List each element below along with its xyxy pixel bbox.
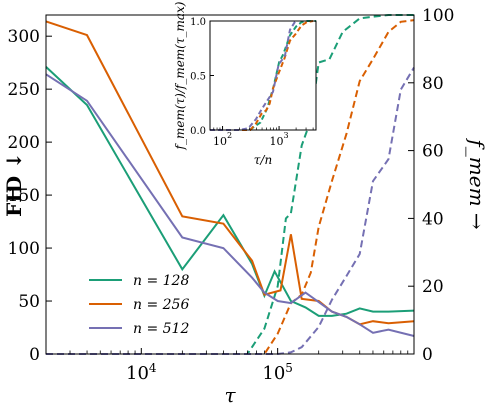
y-right-axis-title: f_mem → bbox=[465, 137, 489, 230]
inset-series-line-2 bbox=[210, 20, 297, 131]
inset-y-tick-label: 1.0 bbox=[190, 17, 206, 28]
plot-frame bbox=[45, 14, 415, 355]
inset-x-tick-label: 103 bbox=[270, 131, 289, 148]
y-left-tick-label: 100 bbox=[8, 239, 40, 259]
fid-series-line-1 bbox=[45, 20, 415, 326]
legend-label: n = 512 bbox=[133, 321, 189, 337]
inset-y-tick-label: 0.0 bbox=[190, 126, 206, 137]
legend-label: n = 256 bbox=[133, 297, 189, 313]
inset-x-tick-label-exponent: 2 bbox=[227, 131, 232, 140]
legend-label: n = 128 bbox=[133, 273, 189, 289]
inset-x-tick-label: 102 bbox=[213, 131, 232, 148]
inset-x-tick-label-exponent: 3 bbox=[284, 131, 289, 140]
main-plot: 104 105050100150200250300020406080100τFID… bbox=[2, 6, 489, 407]
y-right-tick-label: 100 bbox=[422, 6, 454, 26]
y-right-tick-label: 80 bbox=[422, 74, 444, 94]
y-left-tick-label: 50 bbox=[18, 292, 40, 312]
y-right-tick-label: 0 bbox=[422, 345, 433, 365]
inset-y-tick-label: 0.5 bbox=[190, 72, 206, 83]
fmem-series-line-2 bbox=[46, 66, 415, 355]
y-left-tick-label: 150 bbox=[8, 186, 40, 206]
x-tick-label-exponent: 5 bbox=[285, 361, 293, 375]
inset-background bbox=[210, 21, 316, 130]
x-axis-title: τ bbox=[224, 383, 236, 407]
inset-x-tick-label-base: 10 bbox=[213, 135, 227, 148]
x-tick-label-base: 10 bbox=[262, 363, 285, 384]
x-tick-label: 104 bbox=[126, 361, 157, 384]
fid-series-line-2 bbox=[45, 73, 415, 337]
legend: n = 128 n = 256 n = 512 bbox=[89, 273, 189, 337]
x-tick-label-exponent: 4 bbox=[149, 361, 157, 375]
inset-x-axis-title: τ/n bbox=[254, 153, 272, 167]
y-left-tick-label: 250 bbox=[8, 80, 40, 100]
inset-x-tick-label-base: 10 bbox=[270, 135, 284, 148]
y-right-tick-label: 20 bbox=[422, 277, 444, 297]
y-left-axis-title: FID ↓ bbox=[2, 152, 26, 217]
y-left-tick-label: 0 bbox=[29, 345, 40, 365]
y-left-tick-label: 200 bbox=[8, 133, 40, 153]
y-right-tick-label: 40 bbox=[422, 209, 444, 229]
x-tick-label: 105 bbox=[262, 361, 293, 384]
y-right-tick-label: 60 bbox=[422, 142, 444, 162]
y-left-tick-label: 300 bbox=[8, 27, 40, 47]
fmem-series-line-1 bbox=[46, 19, 415, 355]
x-tick-label-base: 10 bbox=[126, 363, 149, 384]
inset-series-line-1 bbox=[210, 20, 314, 131]
inset-y-axis-title: f_mem(τ)/f_mem(τ_max) bbox=[173, 1, 187, 150]
